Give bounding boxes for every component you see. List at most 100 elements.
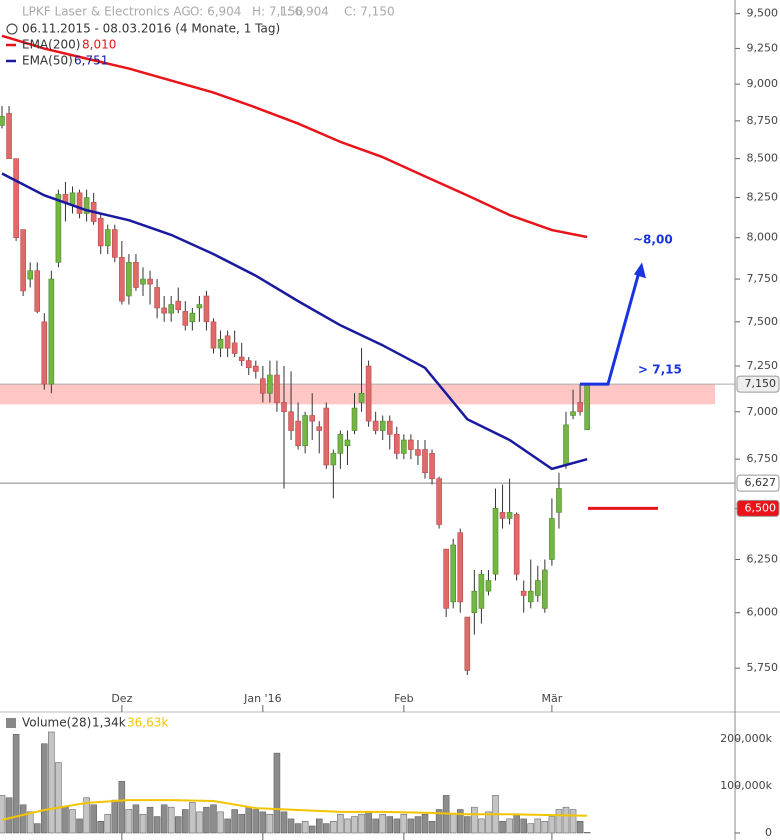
volume-bar [428,821,436,834]
period: 06.11.2015 - 08.03.2016 (4 Monate, 1 Tag… [22,22,280,36]
volume-average [1,799,588,821]
candle-body [478,573,485,609]
volume-bar [139,813,147,834]
candle-body [302,415,308,447]
volume-bar [576,821,584,834]
price-tag-label: 7,150 [745,377,777,390]
y-tick-label: 9,250 [747,41,779,54]
candle-body [570,411,576,416]
candle-body [267,374,273,394]
candle-body [344,439,351,447]
candle-body [97,217,104,247]
volume-bar [5,797,13,834]
candle-body [140,278,146,285]
legend-value: 6,751 [74,54,108,68]
candle-body [337,433,344,454]
candle-body [386,420,393,435]
volume-y-tick-label: 0 [765,826,772,839]
price-tag-label: 6,627 [745,476,777,489]
volume-bar [506,818,513,834]
candle-body [513,514,520,575]
candle-body [224,335,231,349]
candle-body [48,278,55,385]
candle-body [499,512,506,519]
volume-bar [83,797,90,834]
y-tick-label: 8,750 [747,114,779,127]
candle-body [238,356,245,361]
candle-body [119,257,125,302]
candle-body [189,312,196,323]
volume-bar [400,813,408,834]
volume-bar [562,806,570,834]
candle-body [203,295,210,323]
volume-bar [351,816,358,834]
legend-name: EMA(200) [22,38,80,52]
candle-body [584,383,590,431]
legend-name: EMA(50) [22,54,73,68]
annotation: > 7,15 [638,363,682,377]
x-tick-label: Feb [394,692,413,705]
candle-body [168,304,174,314]
y-tick-label: 8,250 [747,191,779,204]
candle-body [83,197,90,214]
volume-last: 1,34k [92,716,126,730]
volume-average-label: 36,63k [127,716,168,730]
volume-bar [118,781,126,834]
volume-bar [414,816,422,834]
candle-body [549,518,555,560]
volume-bar [569,809,577,834]
volume-bar [160,804,168,834]
candle-body [520,590,527,596]
candle-body [154,287,160,309]
volume-bar [224,818,231,834]
candle-body [527,590,534,603]
volume-bar [583,832,591,834]
volume-bar [90,804,97,834]
instrument-name: LPKF Laser & Electronics AG [22,5,191,19]
legend-value: 8,010 [82,38,116,52]
price-tag [736,375,780,393]
volume-bar [280,811,288,834]
candle-body [429,453,435,479]
volume-bar [541,821,549,834]
candle-body [534,580,541,596]
candle-body [351,407,358,431]
y-tick-label: 5,750 [747,661,779,674]
candle-body [309,415,316,422]
volume-bar [34,823,41,834]
volume-bar [167,806,175,834]
candle-body [210,321,217,349]
y-tick-label: 7,750 [747,272,779,285]
x-tick-label: Jan '16 [243,692,281,705]
y-tick-label: 7,000 [747,405,779,418]
candle-body [55,194,62,263]
candle-body [323,407,330,466]
candle-body [492,508,499,575]
volume-bar [421,813,429,834]
arrow [580,267,642,386]
arrow-head [634,262,646,279]
candle-body [182,311,189,326]
resistance-band [0,384,715,405]
candle-body [231,342,238,354]
candle-body [542,569,548,609]
volume-bar [76,818,83,834]
y-tick-label: 8,000 [747,231,779,244]
candle-body [556,488,562,513]
candle-body [457,532,464,603]
volume-bar [379,813,386,834]
volume-bar [435,809,443,834]
candle-body [281,402,287,413]
volume-bar [0,795,6,834]
candle-body [6,113,12,159]
price-tag-label: 6,500 [745,501,777,514]
candle-body [401,439,407,454]
volume-bar [252,809,260,834]
candle-body [0,116,5,126]
candle-body [245,360,252,369]
clock-icon [6,23,18,35]
volume-bar [175,816,182,834]
volume-bar [386,816,393,834]
